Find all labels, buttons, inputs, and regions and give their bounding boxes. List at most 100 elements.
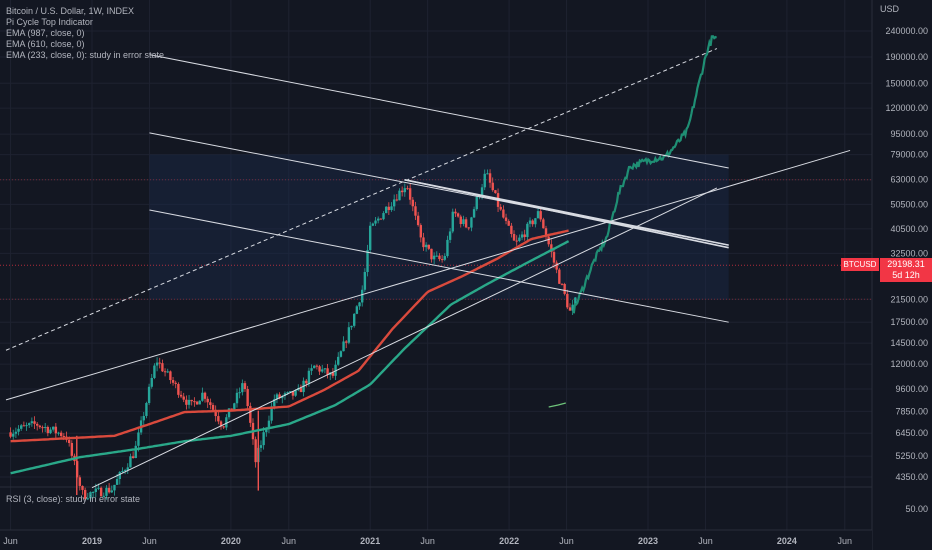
candle-body (406, 188, 409, 190)
candle-body (523, 234, 526, 237)
candle-body (145, 403, 148, 416)
candle-body (443, 256, 446, 260)
candle-body (353, 313, 356, 326)
candle-body (265, 428, 268, 433)
candle-body (392, 199, 396, 207)
candle-body (41, 427, 44, 429)
price-tag: 29198.31 5d 12h (880, 258, 932, 282)
candle-body (539, 211, 542, 220)
indicator-pi-cycle[interactable]: Pi Cycle Top Indicator (6, 17, 93, 27)
candle-body (542, 219, 545, 229)
candle-body (22, 425, 26, 427)
candle-body (150, 377, 153, 387)
trend-line (149, 132, 729, 246)
candle-body (464, 219, 468, 228)
candle-body (534, 218, 537, 225)
candle-body (451, 211, 454, 232)
candle-body (502, 209, 505, 218)
candle-body (294, 390, 297, 396)
candle-body (307, 370, 311, 384)
candle-body (222, 426, 225, 428)
candle-body (254, 439, 257, 463)
candle-body (94, 488, 98, 492)
candle-body (238, 392, 241, 394)
candle-body (510, 225, 513, 235)
y-tick-label: 6450.00 (895, 428, 928, 438)
candle-body (155, 362, 159, 366)
candle-body (43, 426, 47, 428)
candle-body (110, 490, 113, 493)
candle-body (177, 383, 180, 395)
candle-body (520, 234, 524, 238)
candle-body (121, 470, 124, 473)
candle-body (499, 206, 502, 210)
candle-body (334, 364, 337, 376)
y-tick-label: 40500.00 (890, 224, 928, 234)
candle-body (102, 495, 105, 497)
candle-body (227, 408, 231, 418)
bar-countdown: 5d 12h (892, 270, 920, 280)
candle-body (147, 386, 151, 404)
candle-body (350, 325, 353, 328)
candle-body (342, 341, 345, 352)
candle-body (134, 445, 137, 459)
candle-body (504, 217, 508, 221)
candle-body (241, 383, 244, 393)
candle-body (233, 403, 236, 410)
candle-body (33, 421, 36, 424)
candle-body (337, 356, 340, 365)
candle-body (209, 402, 212, 405)
y-tick-label: 50500.00 (890, 199, 928, 209)
candle-body (507, 220, 510, 226)
candle-body (459, 216, 462, 225)
candle-body (182, 396, 185, 400)
y-tick-label: 32500.00 (890, 248, 928, 258)
candle-body (270, 406, 273, 421)
candle-body (9, 432, 12, 437)
candle-body (550, 244, 553, 253)
candle-body (86, 498, 90, 500)
candle-body (395, 199, 399, 201)
x-tick-label: Jun (281, 536, 296, 546)
candle-body (198, 400, 201, 405)
trend-line (149, 209, 729, 323)
y-tick-label: 9600.00 (895, 384, 928, 394)
candle-body (28, 423, 31, 426)
candle-body (376, 218, 380, 221)
candle-body (185, 399, 188, 405)
x-tick-label: Jun (559, 536, 574, 546)
candle-body (379, 218, 383, 220)
indicator-ema-610[interactable]: EMA (610, close, 0) (6, 39, 85, 49)
candle-body (105, 487, 108, 496)
candle-body (299, 388, 303, 393)
trend-line (91, 187, 718, 489)
candle-body (526, 223, 529, 237)
candle-body (137, 432, 140, 446)
symbol-tag: BTCUSD (841, 258, 879, 271)
y-tick-label: 7850.00 (895, 406, 928, 416)
indicator-ema-987[interactable]: EMA (987, close, 0) (6, 28, 85, 38)
candle-body (400, 190, 404, 193)
rsi-indicator-label[interactable]: RSI (3, close): study in error state (6, 494, 141, 504)
candle-body (193, 401, 196, 403)
candle-body (366, 250, 369, 273)
candle-body (360, 289, 364, 303)
candle-body (411, 199, 415, 207)
candle-body (286, 392, 289, 394)
candle-body (318, 366, 321, 372)
candle-body (518, 237, 521, 241)
candle-body (289, 391, 292, 393)
x-tick-label: 2022 (499, 536, 519, 546)
candle-body (315, 365, 319, 367)
candle-body (230, 408, 233, 410)
y-tick-label: 17500.00 (890, 317, 928, 327)
candle-body (512, 234, 516, 241)
candle-body (166, 371, 169, 373)
candle-body (390, 206, 393, 211)
indicator-ema-233[interactable]: EMA (233, close, 0): study in error stat… (6, 50, 165, 60)
candle-body (126, 467, 129, 471)
candle-body (345, 341, 348, 343)
candle-body (574, 297, 577, 305)
candle-body (203, 392, 207, 399)
